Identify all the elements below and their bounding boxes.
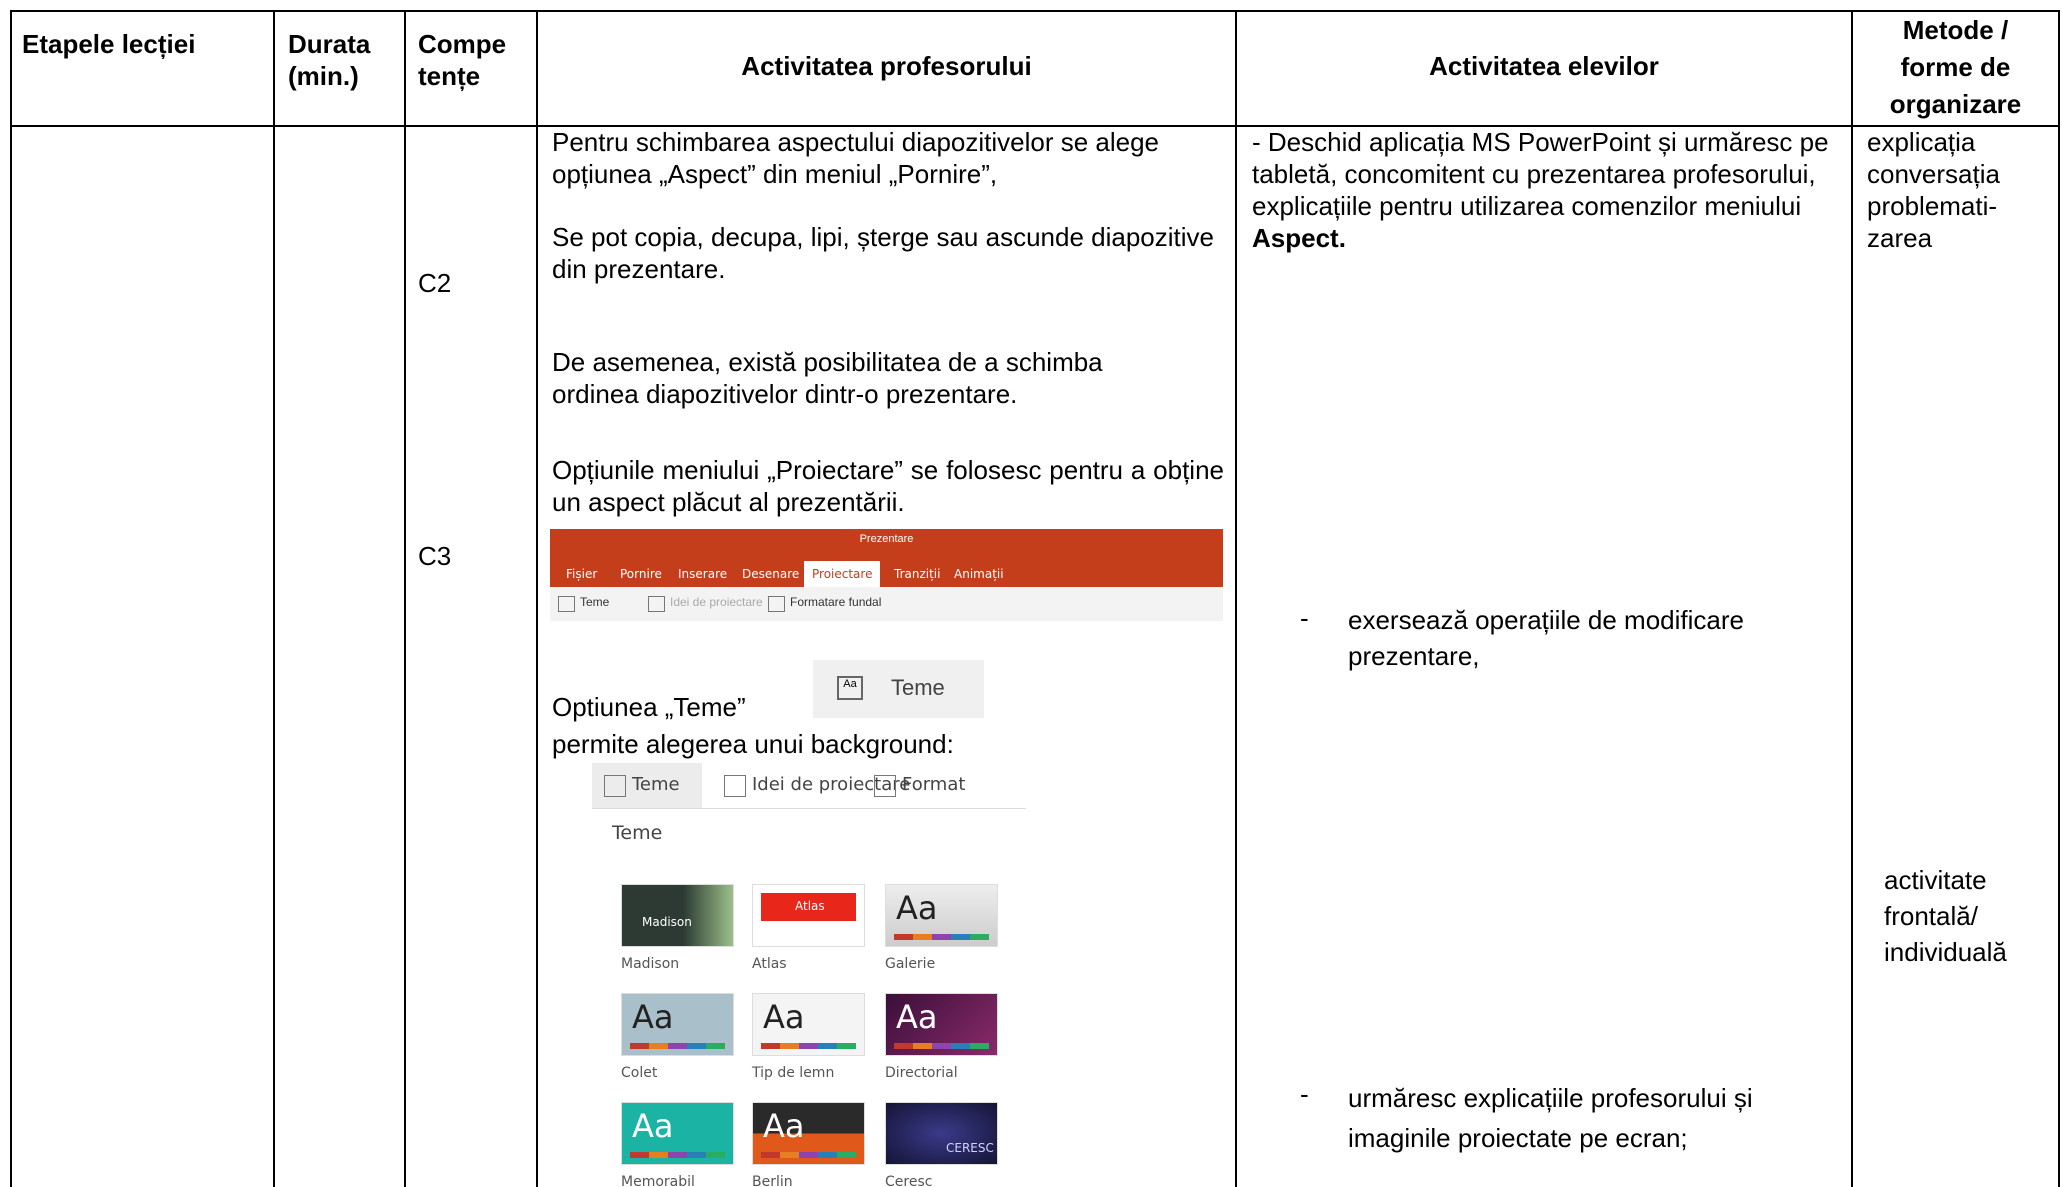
tool-icon xyxy=(558,596,575,612)
ribbon-title: Prezentare xyxy=(859,533,914,545)
theme-thumbnail: Aa xyxy=(885,884,998,947)
theme-thumbnail: Aa xyxy=(621,1102,734,1165)
banner xyxy=(761,893,856,921)
thumbnail-text: Aa xyxy=(763,1107,805,1145)
paragraph: Optiunea „Teme” xyxy=(552,692,746,722)
bullet: - xyxy=(1300,1079,1309,1109)
theme-thumbnail: Aa xyxy=(621,993,734,1056)
ribbon-tab: Animații xyxy=(954,567,1004,581)
header-cell: Compe tențe xyxy=(418,29,507,91)
tool-icon xyxy=(648,596,665,612)
table-border xyxy=(536,10,538,1187)
header-cell: Activitatea profesorului xyxy=(741,51,1032,81)
paragraph: De asemenea, există posibilitatea de a s… xyxy=(552,347,1103,409)
paragraph: Pentru schimbarea aspectului diapozitive… xyxy=(552,127,1160,189)
thumbnail-text: Atlas xyxy=(795,899,825,913)
ribbon-tool: Teme xyxy=(580,595,610,609)
ribbon-screenshot: Prezentare Fișier Pornire Inserare Desenare… xyxy=(550,529,1223,621)
icon: Aa xyxy=(837,676,863,700)
paragraph: Se pot copia, decupa, lipi, șterge sau a… xyxy=(552,222,1214,284)
thumbnail-text: Aa xyxy=(896,889,938,927)
theme-name: Madison xyxy=(621,956,680,972)
table-border xyxy=(10,125,2060,127)
text: - Deschid aplicația MS PowerPoint și urm… xyxy=(1252,127,1829,221)
method: explicația conversația problemati- zarea xyxy=(1867,127,2000,253)
theme-thumbnail: Atlas xyxy=(752,884,865,947)
header-cell: Metode / forme de organizare xyxy=(1889,15,2022,119)
table-border xyxy=(404,10,406,1187)
theme-name: Memorabil xyxy=(621,1174,695,1187)
theme-thumbnail: CERESC xyxy=(885,1102,998,1165)
table-border xyxy=(273,10,275,1187)
header-cell: Activitatea elevilor xyxy=(1429,51,1659,81)
ribbon-tab: Desenare xyxy=(742,567,800,581)
button-label: Teme xyxy=(891,675,945,700)
tool-icon xyxy=(874,775,896,797)
gallery-tab: Format xyxy=(902,774,966,795)
color-strip xyxy=(894,1043,989,1049)
table-border xyxy=(1235,10,1237,1187)
theme-name: Tip de lemn xyxy=(752,1065,835,1081)
student-activity: exersează operațiile de modificare preze… xyxy=(1348,605,1744,671)
competence: C2 xyxy=(418,268,452,298)
table-border xyxy=(2058,10,2060,1187)
color-strip xyxy=(630,1043,725,1049)
paragraph: permite alegerea unui background: xyxy=(552,729,954,759)
thumbnail-text: CERESC xyxy=(946,1141,994,1155)
theme-name: Colet xyxy=(621,1065,658,1081)
ribbon-tab: Fișier xyxy=(566,567,598,581)
bold-text: Aspect. xyxy=(1252,223,1346,253)
button-screenshot: Aa Teme xyxy=(813,660,984,718)
color-strip xyxy=(761,1152,856,1158)
tool-icon xyxy=(768,596,785,612)
header-cell: Durata (min.) xyxy=(288,29,371,91)
color-strip xyxy=(894,934,989,940)
theme-thumbnail: Aa xyxy=(752,1102,865,1165)
theme-name: Berlin xyxy=(752,1174,793,1187)
gallery-tab: Idei de proiectare xyxy=(752,774,911,795)
ribbon-tool: Idei de proiectare xyxy=(670,595,763,609)
gallery-heading: Teme xyxy=(612,822,663,844)
ribbon-tab: Inserare xyxy=(678,567,728,581)
tool-icon xyxy=(724,775,746,797)
thumbnail-text: Aa xyxy=(896,998,938,1036)
tool-icon xyxy=(604,775,626,797)
student-activity: urmăresc explicațiile profesorului și im… xyxy=(1348,1083,1753,1153)
thumbnail-text: Aa xyxy=(763,998,805,1036)
theme-name: Atlas xyxy=(752,956,787,972)
theme-name: Galerie xyxy=(885,956,936,972)
paragraph: Opțiunile meniului „Proiectare” se folos… xyxy=(552,455,1224,517)
color-strip xyxy=(761,1043,856,1049)
ribbon-tab: Proiectare xyxy=(804,561,881,587)
theme-thumbnail: Madison xyxy=(621,884,734,947)
thumbnail-text: Aa xyxy=(632,998,674,1036)
theme-thumbnail: Aa xyxy=(885,993,998,1056)
thumbnail-text: Aa xyxy=(632,1107,674,1145)
ribbon-tab: Pornire xyxy=(620,567,662,581)
ribbon-tab: Tranziții xyxy=(894,567,941,581)
gallery-tabs xyxy=(592,763,1026,809)
theme-name: Directorial xyxy=(885,1065,958,1081)
ribbon-tool: Formatare fundal xyxy=(790,595,882,609)
selected-tab xyxy=(592,763,702,808)
thumbnail-text: Madison xyxy=(642,915,692,929)
table-border xyxy=(10,10,2060,12)
student-activity: - Deschid aplicația MS PowerPoint și urm… xyxy=(1252,126,1846,254)
header-cell: Etapele lecției xyxy=(22,29,196,59)
method: activitate frontală/ individuală xyxy=(1884,865,2007,967)
table-border xyxy=(1851,10,1853,1187)
bullet: - xyxy=(1300,603,1309,633)
ribbon-bar xyxy=(550,529,1223,587)
color-strip xyxy=(630,1152,725,1158)
table-border xyxy=(10,10,12,1187)
theme-name: Ceresc xyxy=(885,1174,933,1187)
gallery-tab: Teme xyxy=(632,774,680,795)
theme-thumbnail: Aa xyxy=(752,993,865,1056)
gallery-screenshot: Teme Teme Idei de proiectare Format Madison… xyxy=(592,763,1026,1187)
competence: C3 xyxy=(418,541,452,571)
